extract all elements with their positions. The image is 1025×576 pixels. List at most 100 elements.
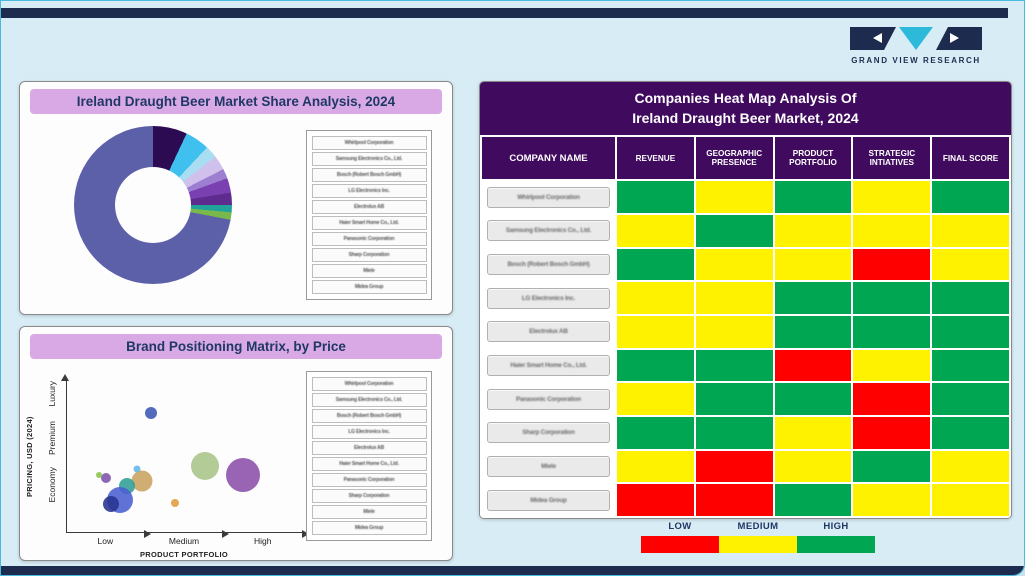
score-cell-medium (693, 313, 775, 350)
x-tick-high: High (253, 536, 272, 546)
score-cell-medium (851, 347, 933, 384)
score-cell-medium (615, 212, 696, 249)
company-name-cell: Haier Smart Home Co., Ltd. (480, 347, 617, 384)
heatmap-row: Electrolux AB (480, 313, 1011, 350)
scatter-plot-area (61, 374, 309, 538)
score-cell-medium (930, 212, 1011, 249)
bubble (170, 498, 179, 507)
score-cell-high (930, 415, 1011, 451)
score-cell-medium (772, 212, 854, 249)
score-cell-high (930, 313, 1011, 350)
company-name-pill: Whirlpool Corporation (487, 186, 610, 208)
score-cell-medium (772, 246, 854, 283)
company-name-cell: Miele (480, 448, 617, 485)
legend-company-item: Whirlpool Corporation (311, 376, 427, 391)
heatmap-row: Midea Group (480, 482, 1011, 518)
logo-right-arrow-icon (950, 33, 959, 43)
donut-chart (74, 126, 232, 284)
company-name-cell: LG Electronics Inc. (480, 280, 617, 316)
score-cell-high (693, 415, 775, 451)
score-cell-medium (930, 246, 1011, 283)
score-cell-medium (851, 179, 933, 215)
company-name-cell: Whirlpool Corporation (480, 179, 617, 215)
company-name-pill: Miele (487, 456, 610, 478)
x-ticks: Low Medium High (66, 536, 302, 546)
legend-company-item: LG Electronics Inc. (311, 424, 427, 439)
bubble (191, 452, 220, 481)
x-tick-low: Low (97, 536, 114, 546)
score-cell-high (693, 381, 775, 417)
y-tick-premium: Premium (47, 421, 57, 456)
x-axis-title: PRODUCT PORTFOLIO (139, 550, 228, 559)
x-axis-arrow-icon (143, 529, 151, 538)
score-cell-medium (615, 313, 696, 350)
legend-label-high: HIGH (823, 521, 849, 532)
brand-matrix-title: Brand Positioning Matrix, by Price (30, 334, 442, 359)
heatmap-legend-labels: LOW MEDIUM HIGH (641, 521, 875, 532)
heatmap-column-header: FINAL SCORE (930, 135, 1011, 182)
heatmap-row: Haier Smart Home Co., Ltd. (480, 347, 1011, 384)
brand-matrix-legend: Whirlpool Corporation Samsung Electronics… (306, 371, 432, 541)
company-name-pill: Bosch (Robert Bosch GmbH) (487, 253, 610, 275)
score-cell-medium (615, 381, 696, 417)
legend-label-medium: MEDIUM (737, 521, 779, 532)
score-cell-medium (693, 246, 775, 283)
heatmap-title-line2: Ireland Draught Beer Market, 2024 (632, 109, 859, 126)
company-name-pill: Panasonic Corporation (487, 388, 610, 410)
market-share-legend: Whirlpool Corporation Samsung Electronics… (306, 130, 432, 300)
bubble (131, 470, 153, 492)
company-name-pill: Haier Smart Home Co., Ltd. (487, 354, 610, 376)
company-name-cell: Electrolux AB (480, 313, 617, 350)
heatmap-row: LG Electronics Inc. (480, 280, 1011, 316)
company-name-cell: Samsung Electronics Co., Ltd. (480, 212, 617, 249)
legend-company-item: Sharp Corporation (311, 488, 427, 503)
logo-right-shape-icon (936, 27, 982, 50)
market-share-title: Ireland Draught Beer Market Share Analys… (30, 89, 442, 114)
company-name-cell: Bosch (Robert Bosch GmbH) (480, 246, 617, 283)
heatmap-header-row: COMPANY NAME REVENUE GEOGRAPHIC PRESENCE PR… (480, 135, 1011, 182)
score-cell-high (930, 347, 1011, 384)
heatmap-column-header: PRODUCT PORTFOLIO (772, 135, 854, 182)
legend-company-item: Miele (311, 504, 427, 519)
heatmap-table: COMPANY NAME REVENUE GEOGRAPHIC PRESENCE PR… (480, 135, 1011, 518)
donut-hole (115, 167, 191, 243)
score-cell-high (693, 212, 775, 249)
score-cell-high (851, 448, 933, 485)
market-share-panel: Ireland Draught Beer Market Share Analys… (19, 81, 453, 315)
heatmap-title-line1: Companies Heat Map Analysis Of (634, 90, 857, 106)
brand-matrix-panel: Brand Positioning Matrix, by Price PRICI… (19, 326, 453, 561)
legend-company-item: Sharp Corporation (311, 247, 427, 262)
score-cell-high (615, 415, 696, 451)
heatmap-row: Sharp Corporation (480, 415, 1011, 451)
score-cell-low (772, 347, 854, 384)
x-axis-arrow-icon (302, 529, 309, 538)
score-cell-low (693, 448, 775, 485)
gvr-logo: GRAND VIEW RESEARCH (836, 27, 996, 65)
x-tick-medium: Medium (168, 536, 200, 546)
heatmap-column-header: GEOGRAPHIC PRESENCE (693, 135, 775, 182)
market-share-body: Whirlpool Corporation Samsung Electronics… (20, 116, 452, 310)
score-cell-medium (693, 179, 775, 215)
top-bar (1, 8, 1008, 18)
legend-company-item: Panasonic Corporation (311, 472, 427, 487)
legend-company-item: Samsung Electronics Co., Ltd. (311, 392, 427, 407)
score-cell-medium (851, 212, 933, 249)
score-cell-high (615, 347, 696, 384)
heatmap-legend: LOW MEDIUM HIGH (641, 521, 875, 553)
company-name-cell: Midea Group (480, 482, 617, 518)
legend-chip-low (641, 536, 719, 553)
logo-text: GRAND VIEW RESEARCH (851, 56, 981, 65)
legend-company-item: Midea Group (311, 279, 427, 294)
legend-company-item: Haier Smart Home Co., Ltd. (311, 215, 427, 230)
bubble (226, 458, 260, 493)
legend-company-item: Whirlpool Corporation (311, 135, 427, 150)
y-tick-economy: Economy (47, 467, 57, 503)
legend-chip-high (797, 536, 875, 553)
heatmap-row: Whirlpool Corporation (480, 179, 1011, 215)
score-cell-medium (930, 448, 1011, 485)
score-cell-medium (851, 482, 933, 518)
score-cell-medium (772, 415, 854, 451)
heatmap-legend-bar (641, 536, 875, 553)
score-cell-high (772, 313, 854, 350)
score-cell-low (693, 482, 775, 518)
